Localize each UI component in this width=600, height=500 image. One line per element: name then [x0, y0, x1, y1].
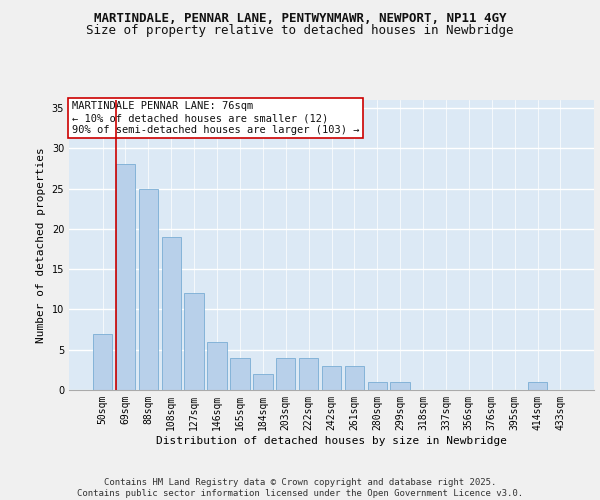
Text: MARTINDALE, PENNAR LANE, PENTWYNMAWR, NEWPORT, NP11 4GY: MARTINDALE, PENNAR LANE, PENTWYNMAWR, NE… [94, 12, 506, 26]
Bar [253, 374, 272, 390]
Bar [391, 382, 410, 390]
Bar [161, 237, 181, 390]
Bar [184, 294, 204, 390]
Bar [528, 382, 547, 390]
Text: Size of property relative to detached houses in Newbridge: Size of property relative to detached ho… [86, 24, 514, 37]
Bar [116, 164, 135, 390]
Y-axis label: Number of detached properties: Number of detached properties [36, 147, 46, 343]
Bar [322, 366, 341, 390]
Bar [299, 358, 319, 390]
Bar [368, 382, 387, 390]
Bar [93, 334, 112, 390]
X-axis label: Distribution of detached houses by size in Newbridge: Distribution of detached houses by size … [156, 436, 507, 446]
Text: MARTINDALE PENNAR LANE: 76sqm
← 10% of detached houses are smaller (12)
90% of s: MARTINDALE PENNAR LANE: 76sqm ← 10% of d… [71, 102, 359, 134]
Bar [344, 366, 364, 390]
Bar [139, 188, 158, 390]
Text: Contains HM Land Registry data © Crown copyright and database right 2025.
Contai: Contains HM Land Registry data © Crown c… [77, 478, 523, 498]
Bar [276, 358, 295, 390]
Bar [230, 358, 250, 390]
Bar [208, 342, 227, 390]
